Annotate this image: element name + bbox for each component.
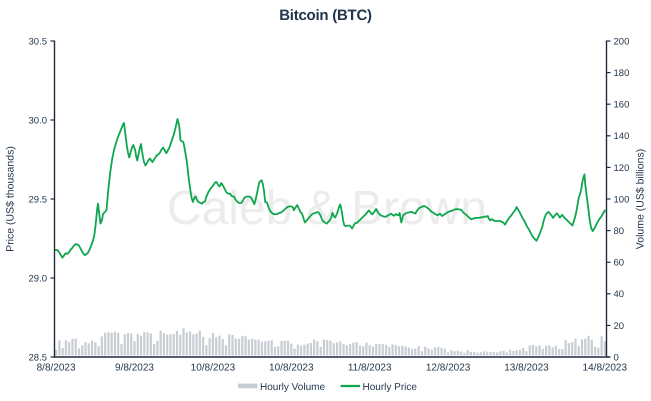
svg-text:80: 80: [614, 226, 625, 237]
svg-text:9/8/2023: 9/8/2023: [115, 363, 154, 374]
svg-text:29.0: 29.0: [29, 273, 48, 284]
svg-text:20: 20: [614, 321, 625, 332]
svg-text:10/8/2023: 10/8/2023: [269, 363, 314, 374]
svg-text:29.5: 29.5: [29, 194, 48, 205]
svg-text:8/8/2023: 8/8/2023: [37, 363, 76, 374]
svg-text:0: 0: [614, 352, 619, 363]
svg-text:60: 60: [614, 258, 625, 269]
svg-text:Hourly Volume: Hourly Volume: [260, 382, 325, 393]
svg-text:40: 40: [614, 289, 625, 300]
svg-text:120: 120: [614, 163, 630, 174]
svg-text:Caleb & Brown: Caleb & Brown: [167, 182, 487, 235]
svg-text:10/8/2023: 10/8/2023: [191, 363, 236, 374]
svg-text:13/8/2023: 13/8/2023: [504, 363, 549, 374]
svg-text:12/8/2023: 12/8/2023: [426, 363, 471, 374]
svg-text:Volume (US$ billions): Volume (US$ billions): [635, 149, 647, 249]
svg-text:Price (US$ thousands): Price (US$ thousands): [5, 146, 17, 252]
svg-text:200: 200: [614, 36, 630, 47]
svg-text:30.0: 30.0: [29, 115, 48, 126]
svg-text:14/8/2023: 14/8/2023: [583, 363, 628, 374]
svg-text:140: 140: [614, 131, 630, 142]
svg-text:11/8/2023: 11/8/2023: [348, 363, 392, 374]
svg-text:160: 160: [614, 100, 630, 111]
svg-text:180: 180: [614, 68, 630, 79]
svg-text:30.5: 30.5: [29, 36, 48, 47]
svg-text:28.5: 28.5: [29, 352, 48, 363]
svg-text:Hourly Price: Hourly Price: [363, 382, 418, 393]
svg-text:Bitcoin (BTC): Bitcoin (BTC): [279, 7, 372, 24]
svg-text:100: 100: [614, 194, 630, 205]
